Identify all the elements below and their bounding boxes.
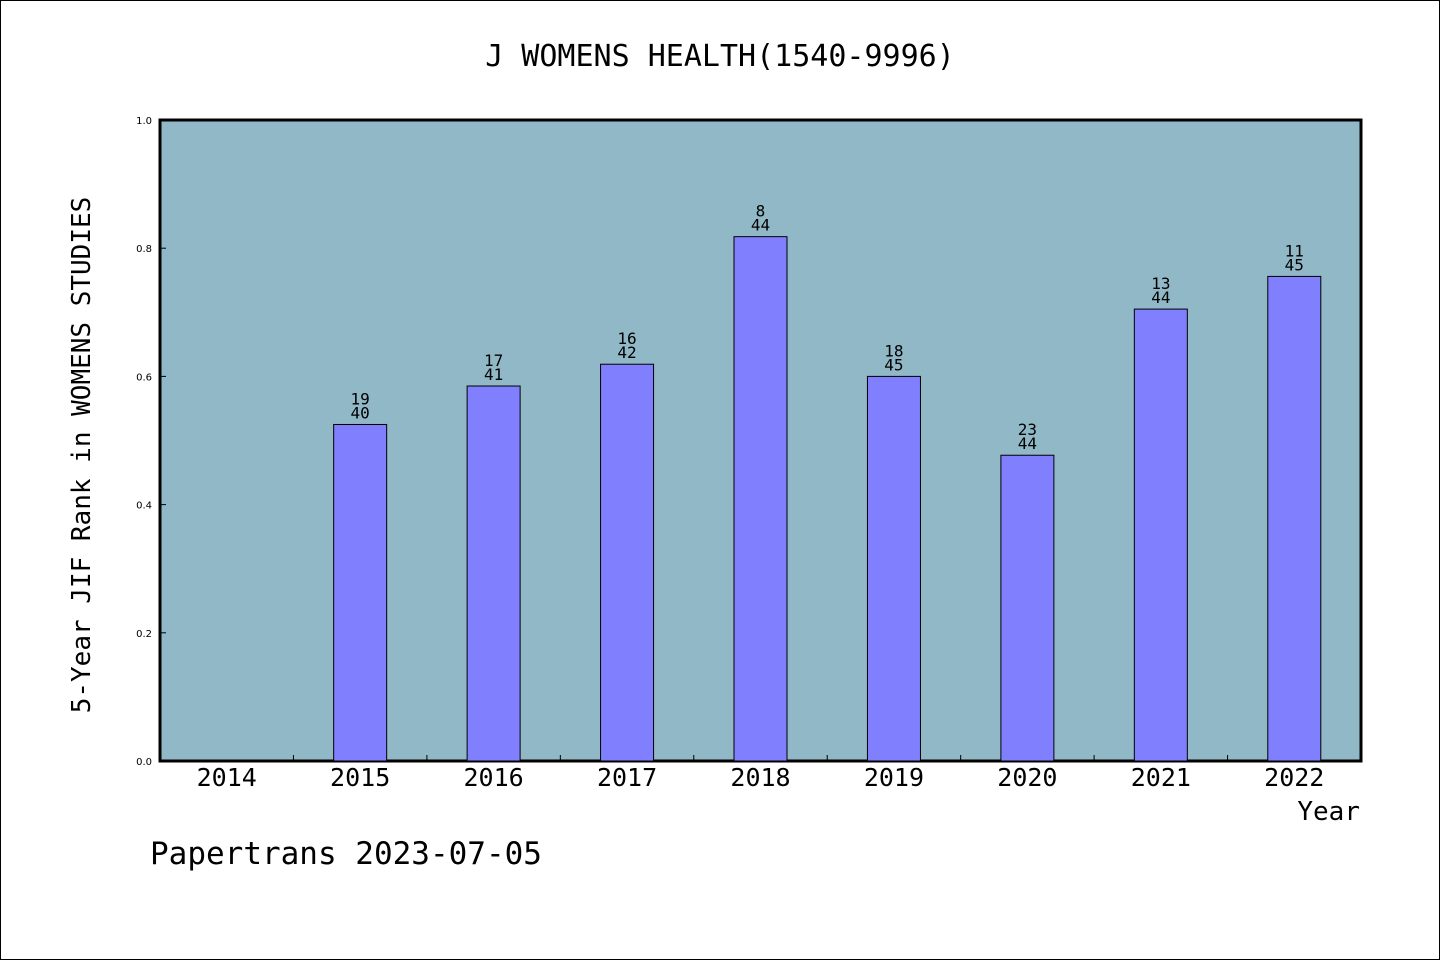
bar-label-total: 40 xyxy=(351,403,370,422)
x-tick-label: 2020 xyxy=(997,763,1057,792)
bar-label-total: 41 xyxy=(484,365,503,384)
bar-label-rank: 11 xyxy=(1285,241,1304,260)
chart-title: J WOMENS HEALTH(1540-9996) xyxy=(485,39,955,74)
x-tick-label: 2022 xyxy=(1264,763,1324,792)
bar-label-total: 42 xyxy=(617,343,636,362)
footer-text: Papertrans 2023-07-05 xyxy=(150,836,542,872)
bars-layer xyxy=(333,236,1322,762)
bar-label-rank: 23 xyxy=(1018,420,1037,439)
y-tick-label: 0.8 xyxy=(136,244,152,255)
bar xyxy=(600,363,655,762)
x-axis-ticks: 2014 2015 2016 2017 2018 2019 2020 2021 2022 xyxy=(197,755,1324,792)
bar xyxy=(466,385,521,762)
bar xyxy=(733,236,788,762)
y-tick-label: 0.2 xyxy=(136,629,152,640)
bar-label-rank: 17 xyxy=(484,351,503,370)
bar xyxy=(1000,454,1055,762)
x-axis-label: Year xyxy=(1297,797,1360,827)
bar xyxy=(333,423,388,762)
y-tick-label: 1.0 xyxy=(136,116,152,127)
x-tick-label: 2018 xyxy=(730,763,790,792)
bar-label-rank: 19 xyxy=(351,389,370,408)
bar xyxy=(1133,308,1188,762)
bar-label-rank: 8 xyxy=(756,202,766,221)
x-tick-label: 2016 xyxy=(464,763,524,792)
bar xyxy=(1267,275,1322,762)
bar-label-total: 44 xyxy=(1151,288,1170,307)
bar-label-rank: 18 xyxy=(884,341,903,360)
y-tick-label: 0.0 xyxy=(136,757,152,768)
bar-label-total: 45 xyxy=(1285,255,1304,274)
x-tick-label: 2014 xyxy=(197,763,257,792)
bar-label-total: 44 xyxy=(1018,434,1037,453)
y-tick-label: 0.6 xyxy=(136,372,152,383)
bar-label-total: 45 xyxy=(884,355,903,374)
bar-label-rank: 16 xyxy=(617,329,636,348)
bar xyxy=(866,375,921,762)
y-axis-ticks: 0.0 0.2 0.4 0.6 0.8 1.0 xyxy=(136,116,166,768)
x-tick-label: 2015 xyxy=(330,763,390,792)
x-tick-label: 2019 xyxy=(864,763,924,792)
y-axis-label: 5-Year JIF Rank in WOMENS STUDIES xyxy=(67,197,97,714)
bar-label-total: 44 xyxy=(751,216,770,235)
bar-label-rank: 13 xyxy=(1151,274,1170,293)
x-tick-label: 2017 xyxy=(597,763,657,792)
x-tick-label: 2021 xyxy=(1131,763,1191,792)
y-tick-label: 0.4 xyxy=(136,501,152,512)
